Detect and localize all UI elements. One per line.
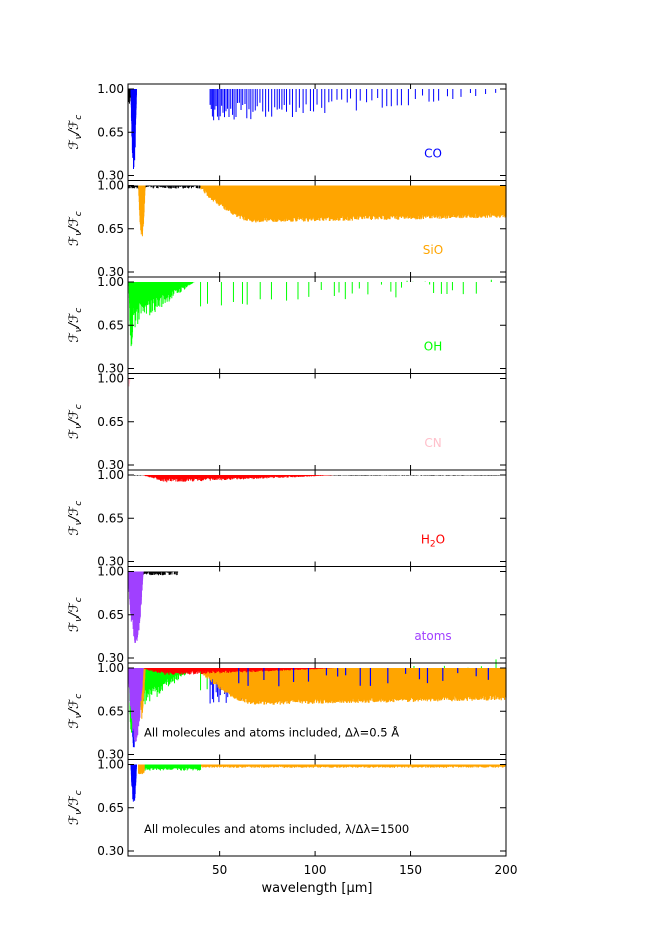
y-axis-label: ℱν/ℱc xyxy=(67,790,84,825)
x-tick-label: 50 xyxy=(212,863,227,877)
y-tick-label: 0.30 xyxy=(97,265,124,279)
y-axis-label: ℱν/ℱc xyxy=(67,597,84,632)
absorption-lines xyxy=(127,668,144,742)
absorption-lines xyxy=(138,764,145,775)
y-tick-label: 0.30 xyxy=(97,844,124,858)
absorption-lines xyxy=(143,475,335,483)
panel-sio xyxy=(127,185,507,237)
y-axis-label: ℱν/ℱc xyxy=(67,115,84,150)
panel-axes: 1.00 0.65 0.30 ℱν/ℱc xyxy=(67,468,507,569)
series-label-sio: SiO xyxy=(423,243,443,257)
y-tick-label: 1.00 xyxy=(97,82,124,96)
x-tick-label: 100 xyxy=(304,863,327,877)
panel-combined-high xyxy=(127,659,507,748)
series-label-cn: CN xyxy=(424,436,441,450)
y-tick-label: 0.65 xyxy=(97,511,124,525)
panel-atoms xyxy=(127,571,179,643)
panel-frame xyxy=(127,469,507,567)
combined-annotation-low: All molecules and atoms included, λ/Δλ=1… xyxy=(144,822,409,836)
y-tick-label: 0.65 xyxy=(97,415,124,429)
x-axis-title: wavelength [μm] xyxy=(262,881,373,896)
y-axis-label: ℱν/ℱc xyxy=(67,694,84,729)
absorption-lines xyxy=(199,668,507,705)
y-tick-label: 0.65 xyxy=(97,222,124,236)
absorption-lines xyxy=(138,764,202,771)
panel-axes: 1.00 0.65 0.30 ℱν/ℱc xyxy=(67,372,507,472)
y-tick-label: 1.00 xyxy=(97,468,124,482)
y-tick-label: 0.30 xyxy=(97,362,124,376)
panel-axes: 1.00 0.65 0.30 ℱν/ℱc xyxy=(67,275,507,376)
panel-frame xyxy=(127,759,507,857)
panel-h2o xyxy=(127,475,507,483)
y-tick-label: 1.00 xyxy=(97,275,124,289)
absorption-lines xyxy=(238,668,489,687)
series-label-h2o: H2O xyxy=(421,533,445,550)
y-tick-label: 0.65 xyxy=(97,801,124,815)
x-tick-label: 150 xyxy=(399,863,422,877)
y-tick-label: 0.30 xyxy=(97,651,124,665)
series-label-atoms: atoms xyxy=(414,629,451,643)
y-tick-label: 1.00 xyxy=(97,179,124,193)
y-tick-label: 1.00 xyxy=(97,372,124,386)
y-tick-label: 0.30 xyxy=(97,555,124,569)
y-tick-label: 0.30 xyxy=(97,458,124,472)
absorption-lines xyxy=(138,185,146,237)
absorption-lines xyxy=(130,764,137,802)
absorption-lines xyxy=(199,185,507,223)
panel-frame xyxy=(127,373,507,471)
y-axis-label: ℱν/ℱc xyxy=(67,308,84,343)
y-axis-label: ℱν/ℱc xyxy=(67,404,84,439)
panel-axes: 1.00 0.65 0.30 ℱν/ℱc xyxy=(67,758,507,858)
panel-combined-low xyxy=(130,764,506,802)
combined-annotation-high: All molecules and atoms included, Δλ=0.5… xyxy=(144,725,399,740)
y-tick-label: 0.30 xyxy=(97,169,124,183)
y-tick-label: 1.00 xyxy=(97,661,124,675)
y-tick-label: 0.65 xyxy=(97,704,124,718)
y-axis-label: ℱν/ℱc xyxy=(67,501,84,536)
panel-frame xyxy=(127,566,507,664)
absorption-lines xyxy=(130,89,137,169)
y-tick-label: 0.65 xyxy=(97,608,124,622)
absorption-lines xyxy=(128,282,135,347)
y-tick-label: 1.00 xyxy=(97,565,124,579)
absorption-lines xyxy=(143,668,335,675)
panel-oh xyxy=(128,279,502,347)
panel-co xyxy=(127,89,497,169)
series-label-co: CO xyxy=(424,147,442,161)
y-tick-label: 0.30 xyxy=(97,748,124,762)
series-label-oh: OH xyxy=(424,340,442,354)
y-tick-label: 0.65 xyxy=(97,318,124,332)
x-tick-label: 200 xyxy=(495,863,518,877)
absorption-lines xyxy=(209,89,497,121)
y-tick-label: 0.65 xyxy=(97,125,124,139)
y-tick-label: 1.00 xyxy=(97,758,124,772)
absorption-lines xyxy=(127,571,144,643)
absorption-lines xyxy=(200,279,502,307)
panel-frame xyxy=(127,276,507,374)
y-axis-label: ℱν/ℱc xyxy=(67,211,84,246)
absorption-lines xyxy=(133,282,195,328)
